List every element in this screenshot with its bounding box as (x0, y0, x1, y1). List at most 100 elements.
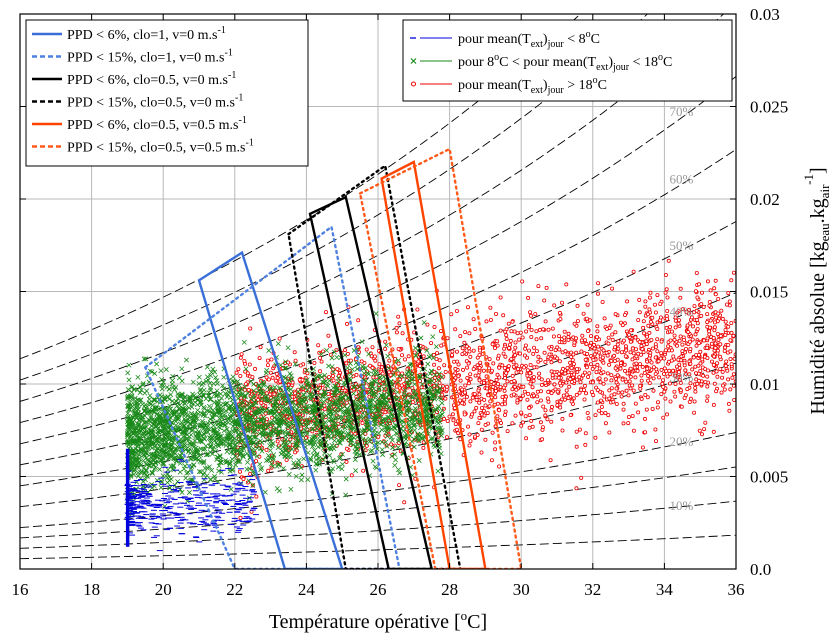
scatter-point-red (429, 341, 434, 346)
scatter-point-red (651, 365, 656, 370)
scatter-point-red (731, 333, 736, 338)
scatter-point-red (595, 335, 600, 340)
scatter-point-red (509, 329, 514, 334)
scatter-point-red (453, 327, 458, 332)
scatter-point-red (553, 387, 558, 392)
scatter-point-red (606, 341, 611, 346)
scatter-point-red (642, 370, 647, 375)
scatter-point-red (695, 327, 700, 332)
scatter-point-red (443, 369, 448, 374)
scatter-point-red (647, 330, 652, 335)
scatter-point-red (712, 286, 717, 291)
scatter-point-red (616, 390, 621, 395)
scatter-point-red (472, 392, 477, 397)
scatter-point-red (729, 362, 734, 367)
scatter-point-red (400, 331, 405, 336)
scatter-point-red (511, 392, 516, 397)
scatter-point-red (476, 421, 481, 426)
scatter-point-red (467, 349, 472, 354)
scatter-point-red (643, 416, 648, 421)
scatter-point-red (463, 330, 468, 335)
scatter-point-red (495, 339, 500, 344)
scatter-point-red (603, 410, 608, 415)
scatter-point-red (631, 388, 636, 393)
scatter-point-red (561, 366, 566, 371)
scatter-point-red (726, 342, 731, 347)
scatter-point-red (397, 483, 402, 488)
scatter-point-red (600, 299, 605, 304)
scatter-point-red (449, 352, 454, 357)
scatter-point-red (694, 270, 699, 275)
scatter-point-red (534, 349, 539, 354)
scatter-point-red (568, 360, 573, 365)
scatter-point-red (434, 351, 439, 356)
scatter-point-red (527, 425, 532, 430)
scatter-point-red (716, 296, 721, 301)
scatter-point-red (643, 299, 648, 304)
scatter-point-red (691, 355, 696, 360)
scatter-point-red (259, 400, 264, 405)
scatter-point-red (468, 439, 473, 444)
scatter-point-red (639, 352, 644, 357)
scatter-point-red (615, 349, 620, 354)
scatter-point-red (550, 373, 555, 378)
scatter-point-red (453, 422, 458, 427)
scatter-point-red (623, 344, 628, 349)
scatter-point-red (396, 346, 401, 351)
scatter-point-red (534, 329, 539, 334)
scatter-point-red (410, 385, 415, 390)
scatter-point-red (672, 337, 677, 342)
scatter-point-red (467, 432, 472, 437)
scatter-point-red (242, 387, 247, 392)
scatter-point-red (491, 361, 496, 366)
scatter-point-red (527, 413, 532, 418)
scatter-point-red (720, 375, 725, 380)
scatter-point-red (451, 418, 456, 423)
scatter-point-red (453, 375, 458, 380)
scatter-point-red (713, 345, 718, 350)
scatter-point-red (528, 313, 533, 318)
scatter-point-red (696, 341, 701, 346)
scatter-point-red (399, 383, 404, 388)
scatter-point-red (647, 307, 652, 312)
scatter-point-red (574, 367, 579, 372)
scatter-point-red (548, 458, 553, 463)
scatter-point-red (637, 297, 642, 302)
scatter-point-red (415, 307, 420, 312)
scatter-point-red (394, 325, 399, 330)
scatter-point-red (713, 315, 718, 320)
scatter-point-red (665, 295, 670, 300)
scatter-point-red (470, 395, 475, 400)
scatter-point-red (583, 442, 588, 447)
scatter-point-red (661, 415, 666, 420)
scatter-point-red (555, 389, 560, 394)
scatter-point-red (698, 349, 703, 354)
scatter-point-red (623, 354, 628, 359)
scatter-point-red (634, 354, 639, 359)
scatter-point-red (636, 317, 641, 322)
scatter-point-red (705, 394, 710, 399)
scatter-point-red (648, 319, 653, 324)
scatter-point-red (565, 352, 570, 357)
scatter-point-red (453, 366, 458, 371)
scatter-point-red (640, 445, 645, 450)
scatter-point-red (519, 410, 524, 415)
scatter-point-red (595, 324, 600, 329)
scatter-point-red (248, 471, 253, 476)
scatter-point-red (498, 421, 503, 426)
scatter-point-red (558, 317, 563, 322)
scatter-point-red (648, 290, 653, 295)
scatter-point-red (728, 338, 733, 343)
scatter-point-red (512, 384, 517, 389)
scatter-point-red (693, 289, 698, 294)
scatter-point-green (223, 408, 229, 414)
scatter-point-red (662, 389, 667, 394)
scatter-point-red (527, 371, 532, 376)
scatter-point-red (676, 357, 681, 362)
scatter-point-red (543, 359, 548, 364)
scatter-point-red (371, 375, 376, 380)
scatter-point-red (702, 427, 707, 432)
scatter-point-red (589, 333, 594, 338)
scatter-point-red (482, 413, 487, 418)
scatter-point-red (264, 391, 269, 396)
